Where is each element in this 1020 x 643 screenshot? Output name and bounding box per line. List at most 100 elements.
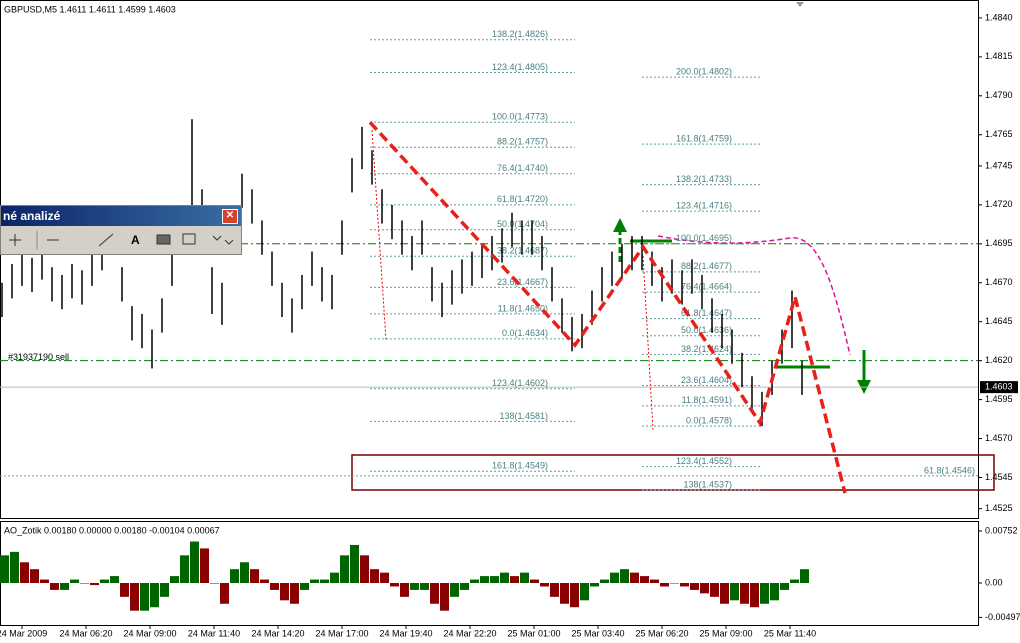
main-panel [0, 0, 979, 519]
ao-bar [690, 583, 699, 590]
toolbar-icons: A [9, 231, 234, 249]
fib-label: 123.4(1.4602) [492, 378, 548, 388]
ao-bar [90, 583, 99, 586]
ao-bar [620, 569, 629, 584]
fib-label: 123.4(1.4805) [492, 62, 548, 72]
shift-marker [796, 2, 804, 7]
ao-bar [370, 569, 379, 584]
x-tick-label: 24 Mar 19:40 [379, 628, 432, 638]
ao-bar [110, 576, 119, 584]
fib-label: 11.8(1.4591) [682, 395, 732, 405]
ao-bar [660, 583, 669, 587]
ao-bar [10, 551, 19, 584]
ao-bar [220, 583, 229, 604]
x-tick-label: 24 Mar 09:00 [123, 628, 176, 638]
fib-label: 88.2(1.4757) [497, 137, 548, 147]
ao-bar [770, 583, 779, 601]
ao-bar [460, 583, 469, 590]
fib-label: 138.2(1.4826) [492, 29, 548, 39]
ao-bar [710, 583, 719, 597]
crosshair-tool[interactable] [9, 234, 21, 246]
fib-label: 123.4(1.4716) [676, 200, 732, 210]
ao-bar [80, 583, 89, 584]
ao-bar [140, 583, 149, 611]
y-tick-label: 1.4645 [985, 316, 1013, 326]
ao-bar [150, 583, 159, 608]
fib-label: 38.2(1.4624) [681, 344, 732, 354]
fib-label: 138(1.4581) [499, 411, 548, 421]
x-tick-label: 25 Mar 01:00 [507, 628, 560, 638]
ao-bar [670, 583, 679, 584]
ao-bar [730, 583, 739, 601]
x-tick-label: 24 Mar 06:20 [59, 628, 112, 638]
ao-bar [390, 583, 399, 587]
rect-tool[interactable] [156, 234, 171, 245]
ao-bar [360, 555, 369, 584]
ao-bar [640, 576, 649, 584]
y-tick-label: 1.4745 [985, 160, 1013, 170]
fib-label: 11.8(1.4650) [498, 303, 548, 313]
y-tick-label: 1.4720 [985, 199, 1013, 209]
ao-bar [380, 572, 389, 584]
trendline-tool[interactable] [98, 233, 114, 247]
ao-bar [430, 583, 439, 604]
ao-bar [720, 583, 729, 604]
x-tick-label: 24 Mar 11:40 [188, 628, 240, 638]
fib-tool[interactable] [182, 233, 196, 245]
ao-bar [530, 579, 539, 584]
ao-bar [470, 579, 479, 584]
arrow-tool[interactable] [212, 235, 234, 245]
ao-bar [650, 579, 659, 584]
close-button[interactable]: ✕ [222, 209, 238, 224]
indicator-title: AO_Zotik 0.00180 0.00000 0.00180 -0.0010… [4, 525, 220, 535]
y-tick-label: 0.00 [985, 577, 1003, 587]
ao-bar [490, 576, 499, 584]
ao-bar [250, 569, 259, 584]
ao-bar [130, 583, 139, 611]
ao-bar [0, 555, 9, 584]
target-zone [351, 454, 995, 491]
ao-bar [70, 579, 79, 584]
ao-bar [210, 583, 219, 584]
x-tick-label: 24 Mar 2009 [0, 628, 47, 638]
ao-bar [190, 541, 199, 584]
y-tick-label: 1.4815 [985, 51, 1013, 61]
fib-trend [371, 129, 387, 341]
y-tick-label: 1.4695 [985, 238, 1013, 248]
ao-bar [50, 583, 59, 590]
zigzag [368, 121, 847, 494]
fib-label: 0.0(1.4578) [686, 415, 732, 425]
ao-bar [290, 583, 299, 604]
ao-bar [590, 583, 599, 587]
fib-trend [642, 255, 654, 431]
toolbar-window[interactable]: né analizé ✕ A [0, 205, 242, 255]
fib-label: 76.4(1.4740) [497, 163, 548, 173]
y-tick-label: 1.4525 [985, 503, 1013, 513]
ao-bar [170, 576, 179, 584]
ao-bar [350, 544, 359, 584]
y-tick-label: 1.4545 [985, 472, 1013, 482]
ao-bar [450, 583, 459, 597]
ao-bar [270, 583, 279, 590]
y-tick-label: 1.4595 [985, 394, 1013, 404]
text-tool[interactable]: A [131, 233, 140, 247]
ao-bar [100, 579, 109, 584]
fib-label: 138.2(1.4733) [676, 174, 732, 184]
ao-bar [260, 579, 269, 584]
x-tick-label: 25 Mar 06:20 [635, 628, 688, 638]
ao-bar [500, 572, 509, 584]
ao-bar [550, 583, 559, 597]
ao-bar [410, 583, 419, 590]
ao-bar [240, 562, 249, 584]
ao-bar [320, 579, 329, 584]
ao-bar [700, 583, 709, 594]
ao-bar [750, 583, 759, 608]
current-price-label: 1.4603 [985, 382, 1013, 392]
y-tick-label: -0.00497 [985, 612, 1020, 622]
x-tick-label: 25 Mar 03:40 [571, 628, 624, 638]
x-tick-label: 24 Mar 14:20 [251, 628, 304, 638]
y-tick-label: 1.4765 [985, 129, 1013, 139]
ao-bar [230, 569, 239, 584]
fib-label: 88.2(1.4677) [681, 261, 732, 271]
